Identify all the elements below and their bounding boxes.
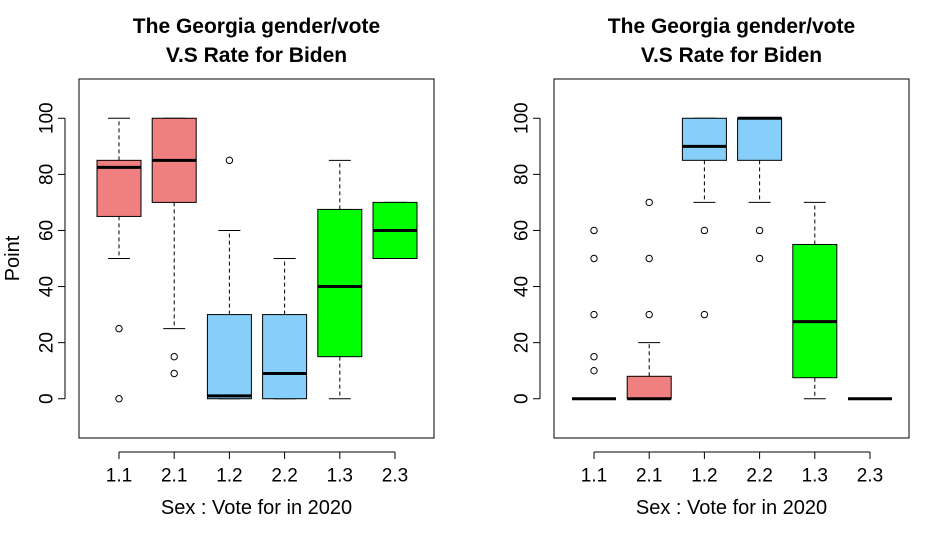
box-2.1 <box>151 117 197 378</box>
box-1.3 <box>317 159 363 400</box>
outlier-point <box>755 226 764 235</box>
box-2.2 <box>262 258 308 400</box>
chart-title-line-1: The Georgia gender/vote <box>608 15 855 38</box>
chart-title-line-2: V.S Rate for Biden <box>166 44 347 67</box>
x-tick-label: 1.2 <box>691 466 717 487</box>
outlier-point <box>590 366 598 375</box>
chart-panel-2: The Georgia gender/vote V.S Rate for Bide… <box>512 15 910 519</box>
box-body <box>317 208 363 358</box>
outlier-point <box>645 310 653 319</box>
outlier-point <box>225 156 234 165</box>
outlier-point <box>590 310 598 319</box>
x-tick-label: 2.1 <box>636 466 662 487</box>
box-2.2 <box>737 116 783 263</box>
y-tick-label: 0 <box>512 393 533 404</box>
x-tick-label: 2.2 <box>271 466 297 487</box>
box-body <box>96 159 142 217</box>
box-1.1 <box>96 117 142 403</box>
x-tick-label: 1.3 <box>802 466 828 487</box>
x-tick-label: 1.2 <box>216 466 242 487</box>
y-tick-label: 80 <box>512 164 533 185</box>
outlier-point <box>590 254 598 263</box>
outlier-point <box>700 226 709 235</box>
box-2.1 <box>626 198 672 401</box>
y-tick-label: 100 <box>512 102 533 134</box>
box-2.3 <box>372 201 418 259</box>
outlier-point <box>115 395 123 403</box>
x-tick-label: 1.1 <box>581 466 607 487</box>
chart-title-line-2: V.S Rate for Biden <box>641 44 822 67</box>
x-tick-label: 2.2 <box>746 466 772 487</box>
box-body <box>626 375 672 400</box>
chart-title-line-1: The Georgia gender/vote <box>133 15 380 38</box>
y-tick-label: 60 <box>37 220 58 241</box>
outlier-point <box>645 254 653 263</box>
y-tick-label: 20 <box>512 332 533 353</box>
box-1.2 <box>206 156 252 400</box>
x-tick-label: 1.3 <box>327 466 353 487</box>
y-axis-label: Point <box>2 235 24 281</box>
box-1.3 <box>792 201 838 400</box>
y-tick-label: 100 <box>37 102 58 134</box>
x-tick-label: 2.3 <box>857 466 883 487</box>
outlier-point <box>755 254 764 263</box>
box-1.2 <box>681 117 727 319</box>
outlier-point <box>170 352 178 361</box>
outlier-point <box>590 352 598 361</box>
outlier-point <box>645 198 653 207</box>
box-1.1 <box>572 226 616 401</box>
chart-panel-1: The Georgia gender/vote V.S Rate for Bide… <box>2 15 435 519</box>
box-body <box>681 117 727 161</box>
y-tick-label: 0 <box>37 393 58 404</box>
plot-frame <box>553 78 910 439</box>
x-tick-label: 1.1 <box>106 466 132 487</box>
outlier-point <box>170 369 178 378</box>
x-tick-label: 2.3 <box>382 466 408 487</box>
x-tick-label: 2.1 <box>161 466 187 487</box>
y-tick-label: 40 <box>37 276 58 297</box>
outlier-point <box>115 324 123 333</box>
y-tick-label: 60 <box>512 220 533 241</box>
y-tick-label: 20 <box>37 332 58 353</box>
y-tick-label: 80 <box>37 164 58 185</box>
box-body <box>262 314 308 400</box>
box-body <box>792 243 838 379</box>
box-body <box>206 314 252 400</box>
box-body <box>737 117 783 161</box>
x-axis-label: Sex : Vote for in 2020 <box>161 497 352 519</box>
outlier-point <box>700 310 709 319</box>
x-axis-label: Sex : Vote for in 2020 <box>636 497 827 519</box>
outlier-point <box>590 226 598 235</box>
plot-frame <box>78 78 435 439</box>
y-tick-label: 40 <box>512 276 533 297</box>
